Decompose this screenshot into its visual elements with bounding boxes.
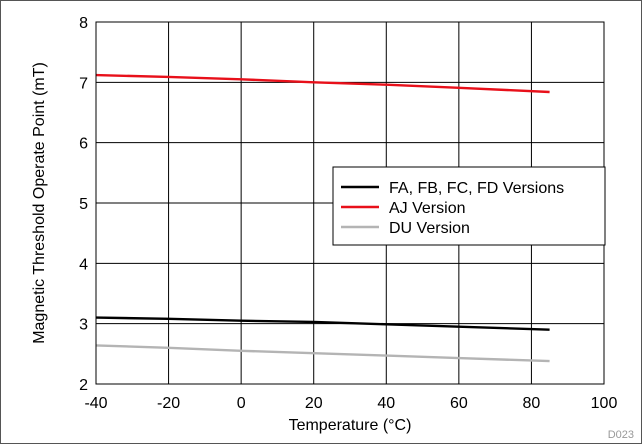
x-tick-label: 0 bbox=[237, 395, 246, 412]
x-tick-label: 60 bbox=[450, 395, 468, 412]
y-tick-label: 7 bbox=[79, 75, 88, 92]
legend: FA, FB, FC, FD Versions AJ Version DU Vers… bbox=[332, 166, 606, 246]
series-line bbox=[95, 73, 550, 94]
series-line bbox=[95, 316, 550, 331]
legend-label: DU Version bbox=[389, 220, 470, 237]
y-axis-ticks: 2 3 4 5 6 7 8 bbox=[79, 15, 88, 394]
y-tick-label: 4 bbox=[79, 256, 88, 273]
y-tick-label: 5 bbox=[79, 196, 88, 213]
x-axis-ticks: -40 -20 0 20 40 60 80 100 bbox=[84, 395, 617, 412]
y-tick-label: 6 bbox=[79, 136, 88, 153]
x-tick-label: 20 bbox=[305, 395, 323, 412]
y-tick-label: 8 bbox=[79, 15, 88, 32]
series-line bbox=[95, 344, 550, 363]
legend-label: AJ Version bbox=[389, 200, 465, 217]
x-tick-label: 80 bbox=[523, 395, 541, 412]
x-tick-label: -20 bbox=[157, 395, 180, 412]
y-axis-label: Magnetic Threshold Operate Point (mT) bbox=[31, 62, 48, 344]
legend-label: FA, FB, FC, FD Versions bbox=[389, 180, 564, 197]
x-tick-label: 100 bbox=[591, 395, 618, 412]
x-axis-label: Temperature (°C) bbox=[289, 417, 412, 434]
x-tick-label: -40 bbox=[84, 395, 107, 412]
y-tick-label: 3 bbox=[79, 317, 88, 334]
figure-code: D023 bbox=[608, 429, 634, 441]
y-tick-label: 2 bbox=[79, 377, 88, 394]
x-tick-label: 40 bbox=[377, 395, 395, 412]
series-lines bbox=[95, 73, 550, 363]
